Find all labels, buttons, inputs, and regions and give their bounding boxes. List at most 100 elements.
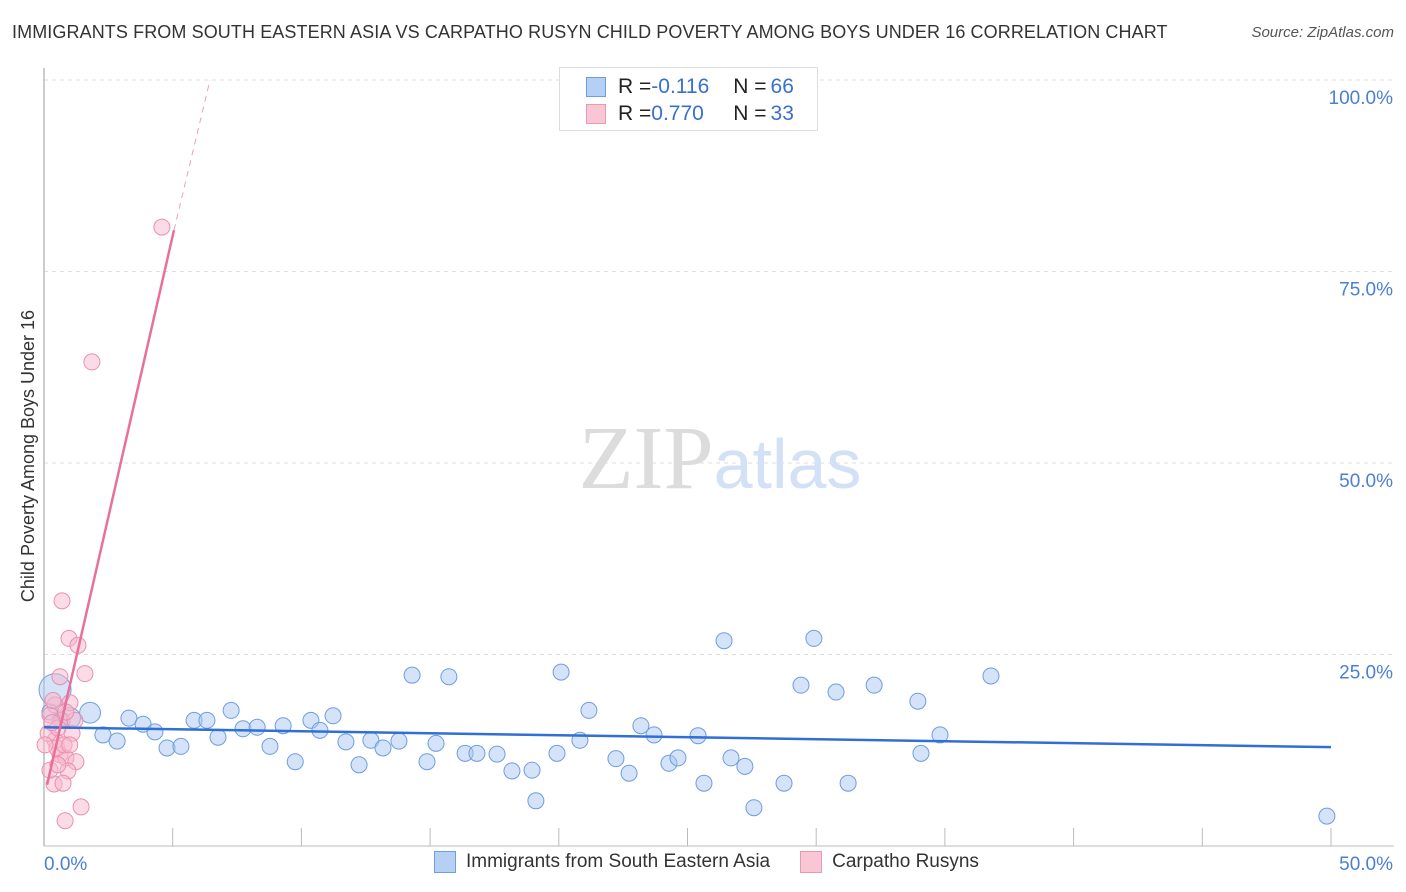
blue-data-point xyxy=(669,749,687,767)
blue-data-point xyxy=(805,629,823,647)
pink-data-point xyxy=(56,812,74,830)
blue-data-point xyxy=(222,701,240,719)
blue-data-point xyxy=(607,750,625,768)
gridlines xyxy=(44,79,1394,655)
blue-data-point xyxy=(209,728,227,746)
n-label: N = xyxy=(733,75,767,98)
series-legend: Immigrants from South Eastern Asia Carpa… xyxy=(434,851,1009,873)
pink-data-point xyxy=(61,736,79,754)
blue-data-point xyxy=(79,701,101,724)
pink-data-point xyxy=(83,353,101,371)
blue-data-point xyxy=(523,761,541,779)
blue-data-point xyxy=(286,753,304,771)
legend-row-blue: R = -0.116 N = 66 xyxy=(586,75,794,99)
blue-data-point xyxy=(198,711,216,729)
blue-data-point xyxy=(503,762,521,780)
legend-label: Carpatho Rusyns xyxy=(832,851,979,872)
blue-data-point xyxy=(120,709,138,727)
n-value: 33 xyxy=(770,102,794,125)
watermark-zip: ZIP xyxy=(579,409,714,508)
pink-data-point xyxy=(49,756,67,774)
blue-data-point xyxy=(374,739,392,757)
watermark: ZIPatlas xyxy=(579,409,862,508)
blue-data-point xyxy=(695,774,713,792)
blue-data-point xyxy=(146,723,164,741)
blue-data-point xyxy=(440,668,458,686)
blue-data-point xyxy=(390,732,408,750)
blue-swatch xyxy=(586,77,606,97)
r-label: R = xyxy=(618,102,652,125)
blue-data-point xyxy=(865,676,883,694)
legend-row-pink: R = 0.770 N = 33 xyxy=(586,102,794,126)
chart-title: IMMIGRANTS FROM SOUTH EASTERN ASIA VS CA… xyxy=(12,22,1168,42)
y-tick-label: 100.0% xyxy=(1329,88,1394,109)
legend-item-blue[interactable]: Immigrants from South Eastern Asia xyxy=(434,851,770,873)
blue-data-point xyxy=(403,666,421,684)
blue-data-point xyxy=(324,707,342,725)
blue-data-point xyxy=(1318,807,1336,825)
blue-data-point xyxy=(632,717,650,735)
blue-data-point xyxy=(580,701,598,719)
blue-data-point xyxy=(94,726,112,744)
blue-data-point xyxy=(261,737,279,755)
pink-swatch xyxy=(586,104,606,124)
pink-data-point xyxy=(54,774,72,792)
blue-swatch xyxy=(434,851,456,873)
pink-data-point xyxy=(36,736,54,754)
blue-data-point xyxy=(912,744,930,762)
blue-data-point xyxy=(839,774,857,792)
blue-data-point xyxy=(715,632,733,650)
legend-item-pink[interactable]: Carpatho Rusyns xyxy=(800,851,979,873)
blue-trend-line xyxy=(43,726,1332,749)
pink-data-point xyxy=(51,668,69,686)
blue-data-point xyxy=(620,764,638,782)
blue-data-point xyxy=(931,726,949,744)
blue-data-point xyxy=(982,667,1000,685)
blue-data-point xyxy=(548,744,566,762)
blue-data-point xyxy=(527,792,545,810)
pink-data-point xyxy=(153,218,171,236)
blue-data-point xyxy=(909,692,927,710)
pink-data-point xyxy=(44,691,62,709)
pink-data-point xyxy=(76,665,94,683)
blue-data-point xyxy=(689,727,707,745)
blue-data-point xyxy=(645,726,663,744)
y-tick-label: 75.0% xyxy=(1339,280,1393,301)
x-tick-label-max: 50.0% xyxy=(1339,854,1393,875)
y-tick-label: 25.0% xyxy=(1339,663,1393,684)
blue-data-point xyxy=(745,799,763,817)
y-tick-label: 50.0% xyxy=(1339,471,1393,492)
r-value: 0.770 xyxy=(651,102,704,125)
blue-data-point xyxy=(418,753,436,771)
pink-swatch xyxy=(800,851,823,873)
n-label: N = xyxy=(733,102,767,125)
x-tick-label-min: 0.0% xyxy=(44,854,87,875)
blue-data-point xyxy=(775,774,793,792)
blue-data-point xyxy=(248,718,266,736)
blue-data-point xyxy=(427,734,445,752)
blue-data-point xyxy=(108,732,126,750)
blue-data-point xyxy=(792,676,810,694)
blue-data-point xyxy=(337,733,355,751)
blue-data-point xyxy=(468,744,486,762)
blue-data-point xyxy=(234,720,252,738)
watermark-atlas: atlas xyxy=(714,425,862,503)
legend-label: Immigrants from South Eastern Asia xyxy=(466,851,771,872)
source-label: Source: ZipAtlas.com xyxy=(1251,24,1394,41)
blue-data-point xyxy=(172,737,190,755)
pink-trend-line xyxy=(45,229,176,785)
x-ticks xyxy=(172,828,1332,846)
pink-data-point xyxy=(53,592,71,610)
blue-data-point xyxy=(722,749,740,767)
y-axis-label: Child Poverty Among Boys Under 16 xyxy=(18,310,38,602)
blue-data-point xyxy=(350,756,368,774)
n-value: 66 xyxy=(770,75,794,98)
blue-data-point xyxy=(736,757,754,775)
r-label: R = xyxy=(618,75,652,98)
pink-data-point xyxy=(72,798,90,816)
pink-trend-extension xyxy=(173,79,211,231)
blue-data-point xyxy=(488,745,506,763)
blue-data-point xyxy=(827,683,845,701)
stats-legend: R = -0.116 N = 66 R = 0.770 N = 33 xyxy=(559,67,818,131)
